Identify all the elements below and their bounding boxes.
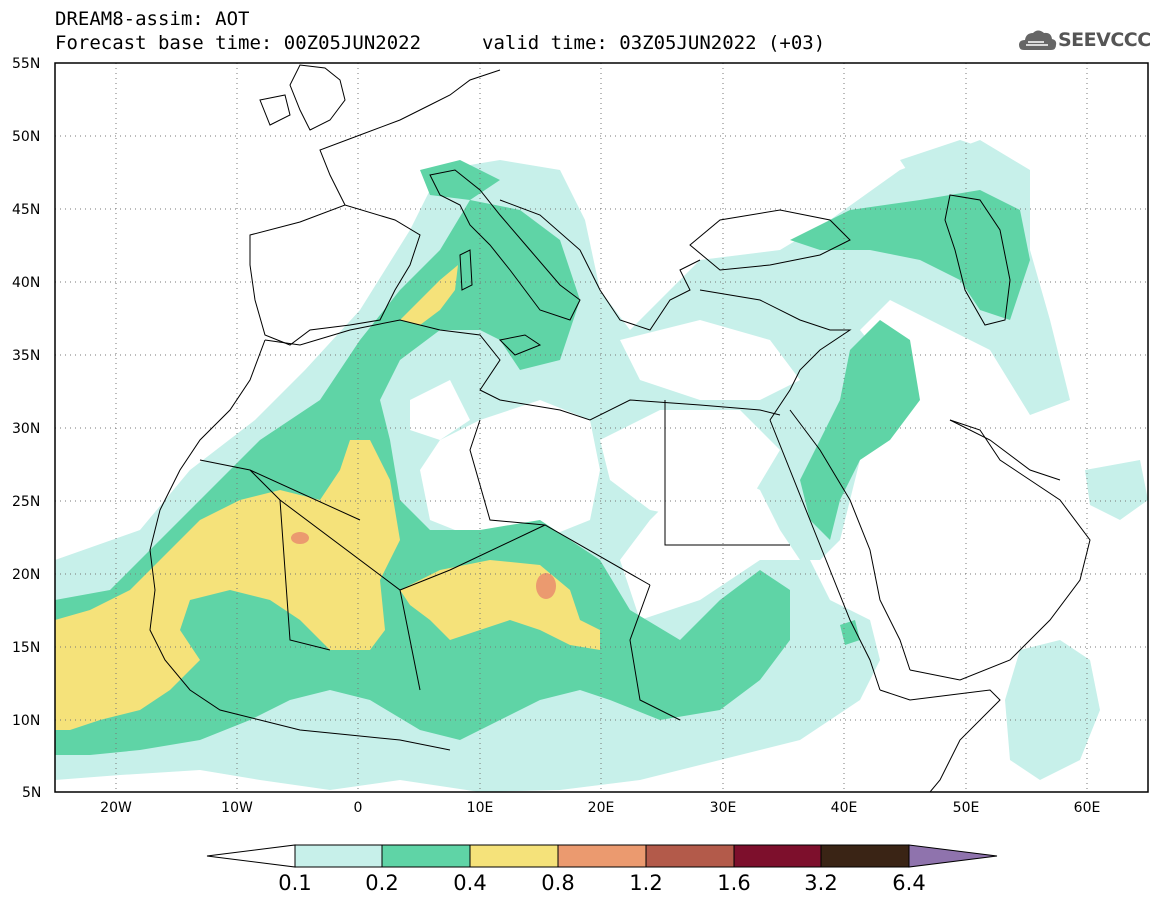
lat-tick-label: 40N — [12, 275, 40, 291]
lon-tick-label: 60E — [1074, 800, 1101, 816]
lat-tick-label: 25N — [12, 494, 40, 510]
lon-tick-label: 30E — [710, 800, 737, 816]
aot-clear — [410, 320, 800, 540]
logo-text: SEEVCCC — [1058, 29, 1151, 51]
valid-time: valid time: 03Z05JUN2022 (+03) — [482, 32, 826, 54]
aot-level-0.2 — [55, 160, 1030, 755]
map-frame — [54, 62, 1149, 793]
coastlines — [149, 64, 1091, 792]
lat-tick-label: 5N — [22, 785, 41, 801]
lat-tick-label: 35N — [12, 348, 40, 364]
lon-tick-label: 20W — [100, 800, 132, 816]
lat-tick-label: 20N — [12, 567, 40, 583]
lat-axis: 55N 50N 45N 40N 35N 30N 25N 20N 15N 10N … — [12, 56, 41, 801]
forecast-base-time: Forecast base time: 00Z05JUN2022 — [55, 32, 422, 54]
lon-tick-label: 10W — [221, 800, 253, 816]
aot-level-0.8 — [291, 532, 556, 599]
map-title: DREAM8-assim: AOT — [55, 8, 250, 30]
lat-tick-label: 45N — [12, 202, 40, 218]
lon-tick-label: 20E — [588, 800, 615, 816]
lat-tick-label: 15N — [12, 640, 40, 656]
lon-tick-label: 50E — [953, 800, 980, 816]
lat-tick-label: 30N — [12, 421, 40, 437]
lon-tick-label: 0 — [354, 800, 363, 816]
aot-level-0.4 — [55, 265, 600, 730]
lon-tick-label: 40E — [831, 800, 858, 816]
lat-tick-label: 50N — [12, 129, 40, 145]
lat-tick-label: 55N — [12, 56, 40, 72]
aot-field — [55, 140, 1148, 792]
lon-tick-label: 10E — [467, 800, 494, 816]
lat-tick-label: 10N — [12, 713, 40, 729]
lon-axis: 20W 10W 0 10E 20E 30E 40E 50E 60E — [100, 800, 1100, 816]
cloud-icon — [1019, 30, 1057, 50]
